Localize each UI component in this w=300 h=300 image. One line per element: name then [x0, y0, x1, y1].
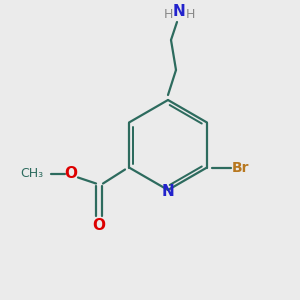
Text: Br: Br — [232, 160, 250, 175]
Text: CH₃: CH₃ — [20, 167, 43, 180]
Text: N: N — [162, 184, 174, 200]
Text: N: N — [172, 4, 185, 20]
Text: O: O — [92, 218, 106, 233]
Text: H: H — [163, 8, 173, 20]
Text: H: H — [185, 8, 195, 20]
Text: O: O — [64, 166, 77, 181]
